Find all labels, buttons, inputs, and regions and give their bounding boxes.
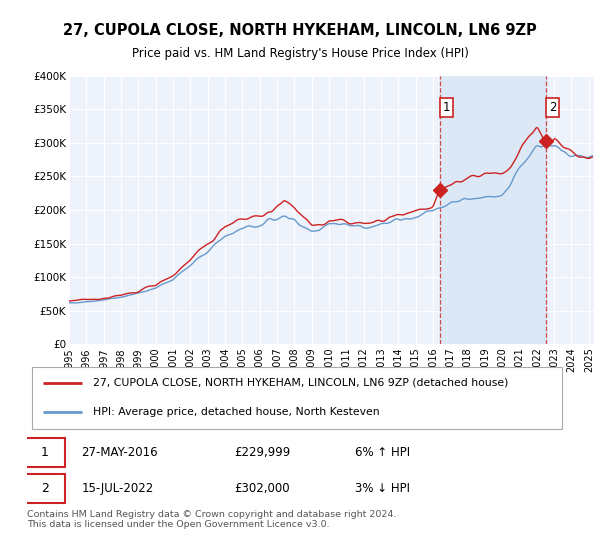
Text: 2: 2 [549,101,556,114]
Text: 1: 1 [443,101,450,114]
Bar [440,76,546,344]
FancyBboxPatch shape [24,438,65,467]
Text: 15-JUL-2022: 15-JUL-2022 [82,482,154,495]
Text: 27, CUPOLA CLOSE, NORTH HYKEHAM, LINCOLN, LN6 9ZP (detached house): 27, CUPOLA CLOSE, NORTH HYKEHAM, LINCOLN… [92,378,508,388]
Text: 1: 1 [41,446,49,459]
Text: Price paid vs. HM Land Registry's House Price Index (HPI): Price paid vs. HM Land Registry's House … [131,46,469,60]
Text: 27, CUPOLA CLOSE, NORTH HYKEHAM, LINCOLN, LN6 9ZP: 27, CUPOLA CLOSE, NORTH HYKEHAM, LINCOLN… [63,24,537,38]
FancyBboxPatch shape [32,367,562,428]
Text: Contains HM Land Registry data © Crown copyright and database right 2024.
This d: Contains HM Land Registry data © Crown c… [27,510,397,529]
FancyBboxPatch shape [24,474,65,503]
Text: 6% ↑ HPI: 6% ↑ HPI [355,446,410,459]
Text: £302,000: £302,000 [235,482,290,495]
Text: 3% ↓ HPI: 3% ↓ HPI [355,482,410,495]
Text: 27-MAY-2016: 27-MAY-2016 [82,446,158,459]
Text: £229,999: £229,999 [235,446,291,459]
Text: 2: 2 [41,482,49,495]
Text: HPI: Average price, detached house, North Kesteven: HPI: Average price, detached house, Nort… [92,407,379,417]
